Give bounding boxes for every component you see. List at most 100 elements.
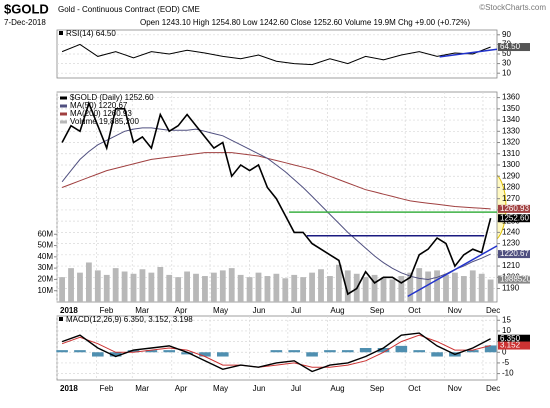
value-tag-label: 19885200	[500, 275, 536, 284]
title-box	[59, 31, 63, 35]
bar	[416, 268, 423, 302]
bar	[181, 352, 193, 355]
y-tick-label: 50	[502, 49, 511, 58]
legend-swatch	[60, 120, 67, 124]
y-tick-label: -10	[502, 369, 514, 378]
value-tag	[498, 341, 530, 350]
y-tick-label: 1350	[502, 104, 520, 113]
x-tick-label: Aug	[330, 306, 344, 315]
x-tick-label: Sep	[370, 306, 385, 315]
bar	[94, 270, 101, 302]
y2-tick-label: 30M	[37, 263, 53, 272]
y-tick-label: 1320	[502, 138, 520, 147]
value-tag	[498, 275, 530, 284]
x-tick-label: Feb	[100, 306, 114, 315]
title-box	[59, 317, 63, 321]
legend-label: Volume 19,885,200	[70, 117, 139, 126]
bar	[413, 350, 426, 353]
bar	[202, 276, 208, 302]
legend-swatch	[60, 112, 67, 116]
bar	[255, 272, 262, 302]
y-tick-label: 1280	[502, 183, 520, 192]
x-tick-label: Sep	[370, 384, 385, 393]
x-tick-label: Dec	[486, 306, 500, 315]
x-tick-label: May	[213, 384, 228, 393]
y-tick-label: 1230	[502, 239, 520, 248]
bar	[127, 350, 140, 353]
bar	[318, 269, 324, 302]
value-tag-label: 6.350	[500, 334, 521, 343]
y-tick-label: 1290	[502, 171, 520, 180]
bar	[335, 264, 342, 302]
bar	[199, 352, 211, 357]
x-tick-label: 2018	[60, 306, 78, 315]
bar	[371, 274, 378, 302]
y2-tick-label: 20M	[37, 275, 53, 284]
bar	[327, 276, 333, 302]
bar	[452, 272, 458, 302]
bar	[344, 270, 351, 302]
bar	[130, 273, 137, 302]
bar	[431, 352, 443, 357]
annotation-line	[439, 48, 498, 58]
chart-title: Gold - Continuous Contract (EOD) CME	[58, 5, 200, 14]
bar	[264, 276, 271, 302]
x-tick-label: 2018	[60, 384, 78, 393]
bar	[148, 272, 155, 302]
bar	[380, 278, 387, 302]
bar	[121, 271, 128, 302]
quote: Open 1243.10 High 1254.80 Low 1242.60 Cl…	[140, 18, 470, 27]
line-series	[61, 43, 491, 66]
x-tick-label: Jul	[291, 306, 301, 315]
bar	[478, 273, 485, 302]
bar	[139, 269, 146, 302]
bar	[109, 352, 122, 357]
bar	[487, 279, 494, 302]
legend-label: MA(50) 1220.67	[70, 101, 128, 110]
y-tick-label: 1300	[502, 160, 520, 169]
bar	[282, 278, 289, 302]
bar	[103, 274, 110, 302]
x-tick-label: Oct	[408, 306, 421, 315]
bar	[92, 352, 104, 357]
x-tick-label: Mar	[135, 306, 149, 315]
panel	[56, 315, 498, 381]
y-tick-label: 10	[502, 326, 511, 335]
y2-tick-label: 10M	[37, 286, 53, 295]
bar	[59, 277, 66, 302]
bar	[157, 267, 164, 302]
bar	[228, 268, 235, 302]
bar	[270, 350, 283, 353]
x-tick-label: Aug	[330, 384, 344, 393]
y-tick-label: 10	[502, 68, 511, 77]
y-tick-label: 1270	[502, 194, 520, 203]
bar	[273, 273, 280, 302]
bar	[443, 274, 449, 302]
bar	[68, 268, 74, 302]
bar	[469, 270, 476, 302]
y-tick-label: 30	[502, 59, 511, 68]
bar	[193, 273, 199, 302]
value-tag	[498, 204, 530, 213]
bar	[112, 268, 119, 302]
bar	[175, 277, 182, 302]
x-tick-label: Jun	[253, 306, 266, 315]
bar	[309, 272, 315, 302]
bar	[398, 276, 405, 302]
legend-label: MA(200) 1260.93	[70, 109, 132, 118]
x-tick-label: Oct	[408, 384, 421, 393]
date: 7-Dec-2018	[4, 18, 46, 27]
bar	[210, 272, 217, 302]
value-tag-label: 1260.93	[500, 204, 529, 213]
value-tag-label: 1220.67	[500, 249, 529, 258]
line-series	[61, 332, 491, 373]
value-tag	[498, 43, 530, 52]
bar	[74, 350, 86, 353]
bar	[85, 262, 92, 302]
legend-swatch	[60, 96, 67, 100]
x-tick-label: Jul	[291, 384, 301, 393]
symbol: $GOLD	[4, 1, 49, 16]
bar	[306, 352, 318, 357]
value-tag-label: 1252.60	[500, 213, 529, 222]
